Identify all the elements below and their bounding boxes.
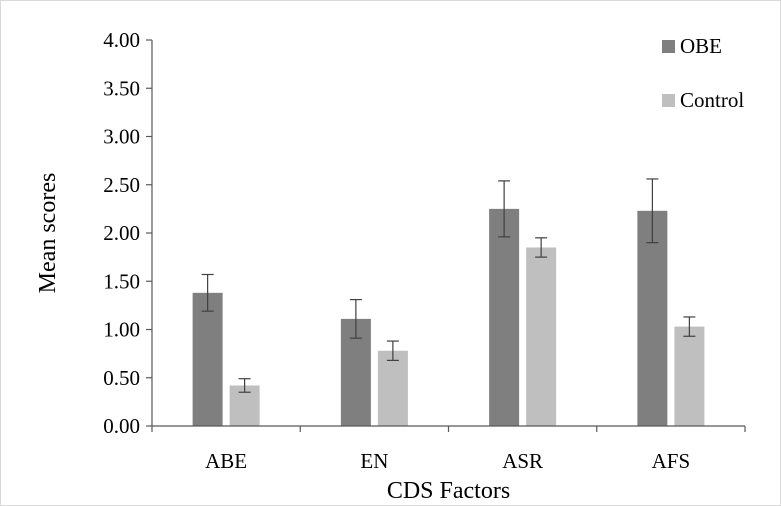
bar-obe-afs [637,210,668,426]
y-tick-label: 4.00 [103,28,140,52]
legend: OBE Control [662,34,744,112]
x-axis-title: CDS Factors [387,478,510,504]
bar-control-asr [526,247,557,426]
x-category-label: AFS [652,449,691,473]
y-axis-title: Mean scores [35,173,61,294]
bar-obe-asr [489,208,520,426]
error-bar-control-abe [238,378,251,393]
y-tick-label: 1.50 [103,269,140,293]
error-bar-obe-asr [498,180,511,238]
x-axis-categories: ABE EN ASR AFS [151,426,746,473]
y-axis-ticks: 0.00 0.50 1.00 1.50 2.00 2.50 3.00 3.50 4.00 [103,28,152,438]
bars [192,208,705,426]
error-bars [201,178,696,393]
error-bar-control-en [386,340,399,361]
error-bar-control-afs [683,316,696,337]
y-tick-label: 3.50 [103,76,140,100]
y-tick-label: 1.00 [103,318,140,342]
y-tick-label: 3.00 [103,125,140,149]
legend-label: OBE [680,34,722,58]
bar-control-afs [674,326,705,426]
x-category-label: EN [360,449,388,473]
error-bar-obe-en [349,298,362,339]
x-category-label: ABE [205,449,247,473]
bar-control-en [377,350,408,426]
error-bar-obe-afs [646,178,659,244]
legend-item-control: Control [662,88,744,112]
y-tick-label: 2.00 [103,221,140,245]
legend-swatch [662,40,675,53]
y-tick-label: 2.50 [103,173,140,197]
legend-item-obe: OBE [662,34,722,58]
legend-label: Control [680,88,744,112]
y-tick-label: 0.00 [103,414,140,438]
error-bar-obe-abe [201,273,214,312]
error-bar-control-asr [535,237,548,258]
bar-obe-abe [192,292,223,426]
x-category-label: ASR [502,449,543,473]
y-tick-label: 0.50 [103,366,140,390]
legend-swatch [662,94,675,107]
